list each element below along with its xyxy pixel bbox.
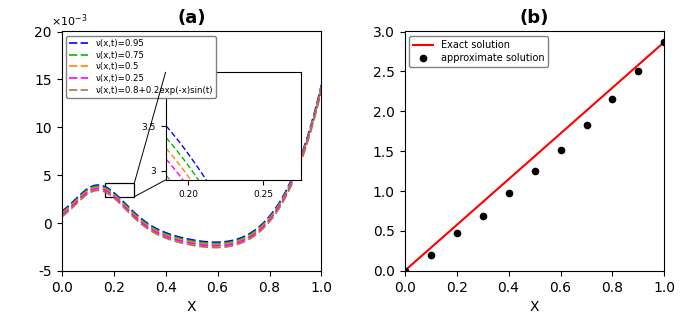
Exact solution: [554, 134, 562, 137]
Legend: Exact solution, approximate solution: Exact solution, approximate solution: [410, 36, 548, 67]
Line: approximate solution: approximate solution: [401, 39, 668, 274]
Exact solution: [555, 133, 563, 136]
approximate solution: [453, 232, 461, 235]
X-axis label: X: X: [530, 300, 539, 314]
approximate solution: [401, 269, 409, 273]
approximate solution: [634, 70, 643, 73]
Exact solution: [619, 76, 627, 80]
Title: (b): (b): [520, 9, 549, 27]
Exact solution: [660, 40, 669, 44]
approximate solution: [427, 253, 435, 257]
Exact solution: [560, 129, 568, 133]
Exact solution: [401, 268, 410, 272]
approximate solution: [530, 169, 538, 173]
Line: Exact solution: Exact solution: [405, 42, 664, 271]
Bar: [105, 183, 134, 197]
Text: $\times10^{-3}$: $\times10^{-3}$: [51, 13, 88, 29]
approximate solution: [478, 214, 486, 218]
approximate solution: [582, 123, 590, 127]
approximate solution: [660, 40, 669, 44]
Exact solution: [636, 61, 644, 65]
approximate solution: [608, 97, 616, 101]
approximate solution: [556, 148, 564, 152]
approximate solution: [504, 192, 512, 195]
X-axis label: X: X: [187, 300, 197, 314]
Legend: ν(x,t)=0.95, ν(x,t)=0.75, ν(x,t)=0.5, ν(x,t)=0.25, ν(x,t)=0.8+0.2exp(-x)sin(t): ν(x,t)=0.95, ν(x,t)=0.75, ν(x,t)=0.5, ν(…: [66, 36, 216, 98]
Exact solution: [401, 269, 409, 273]
Title: (a): (a): [177, 9, 205, 27]
